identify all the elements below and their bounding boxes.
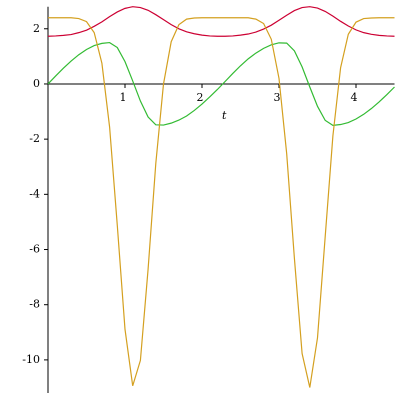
y-tick-label: 0: [33, 77, 40, 90]
x-tick-label: 1: [120, 91, 127, 104]
y-tick-label: -6: [29, 243, 40, 256]
line-series: [47, 41, 395, 126]
line-series: [48, 17, 395, 388]
x-tick-label: 4: [351, 91, 358, 104]
line-series: [47, 6, 395, 37]
x-tick-label: 2: [197, 91, 204, 104]
y-tick-label: -8: [29, 298, 40, 311]
y-tick-label: -4: [29, 187, 40, 200]
x-tick-label: 3: [274, 91, 281, 104]
y-tick-label: -10: [22, 353, 40, 366]
x-axis-label: t: [222, 109, 227, 122]
y-tick-label: -2: [29, 132, 40, 145]
y-tick-label: 2: [33, 22, 40, 35]
